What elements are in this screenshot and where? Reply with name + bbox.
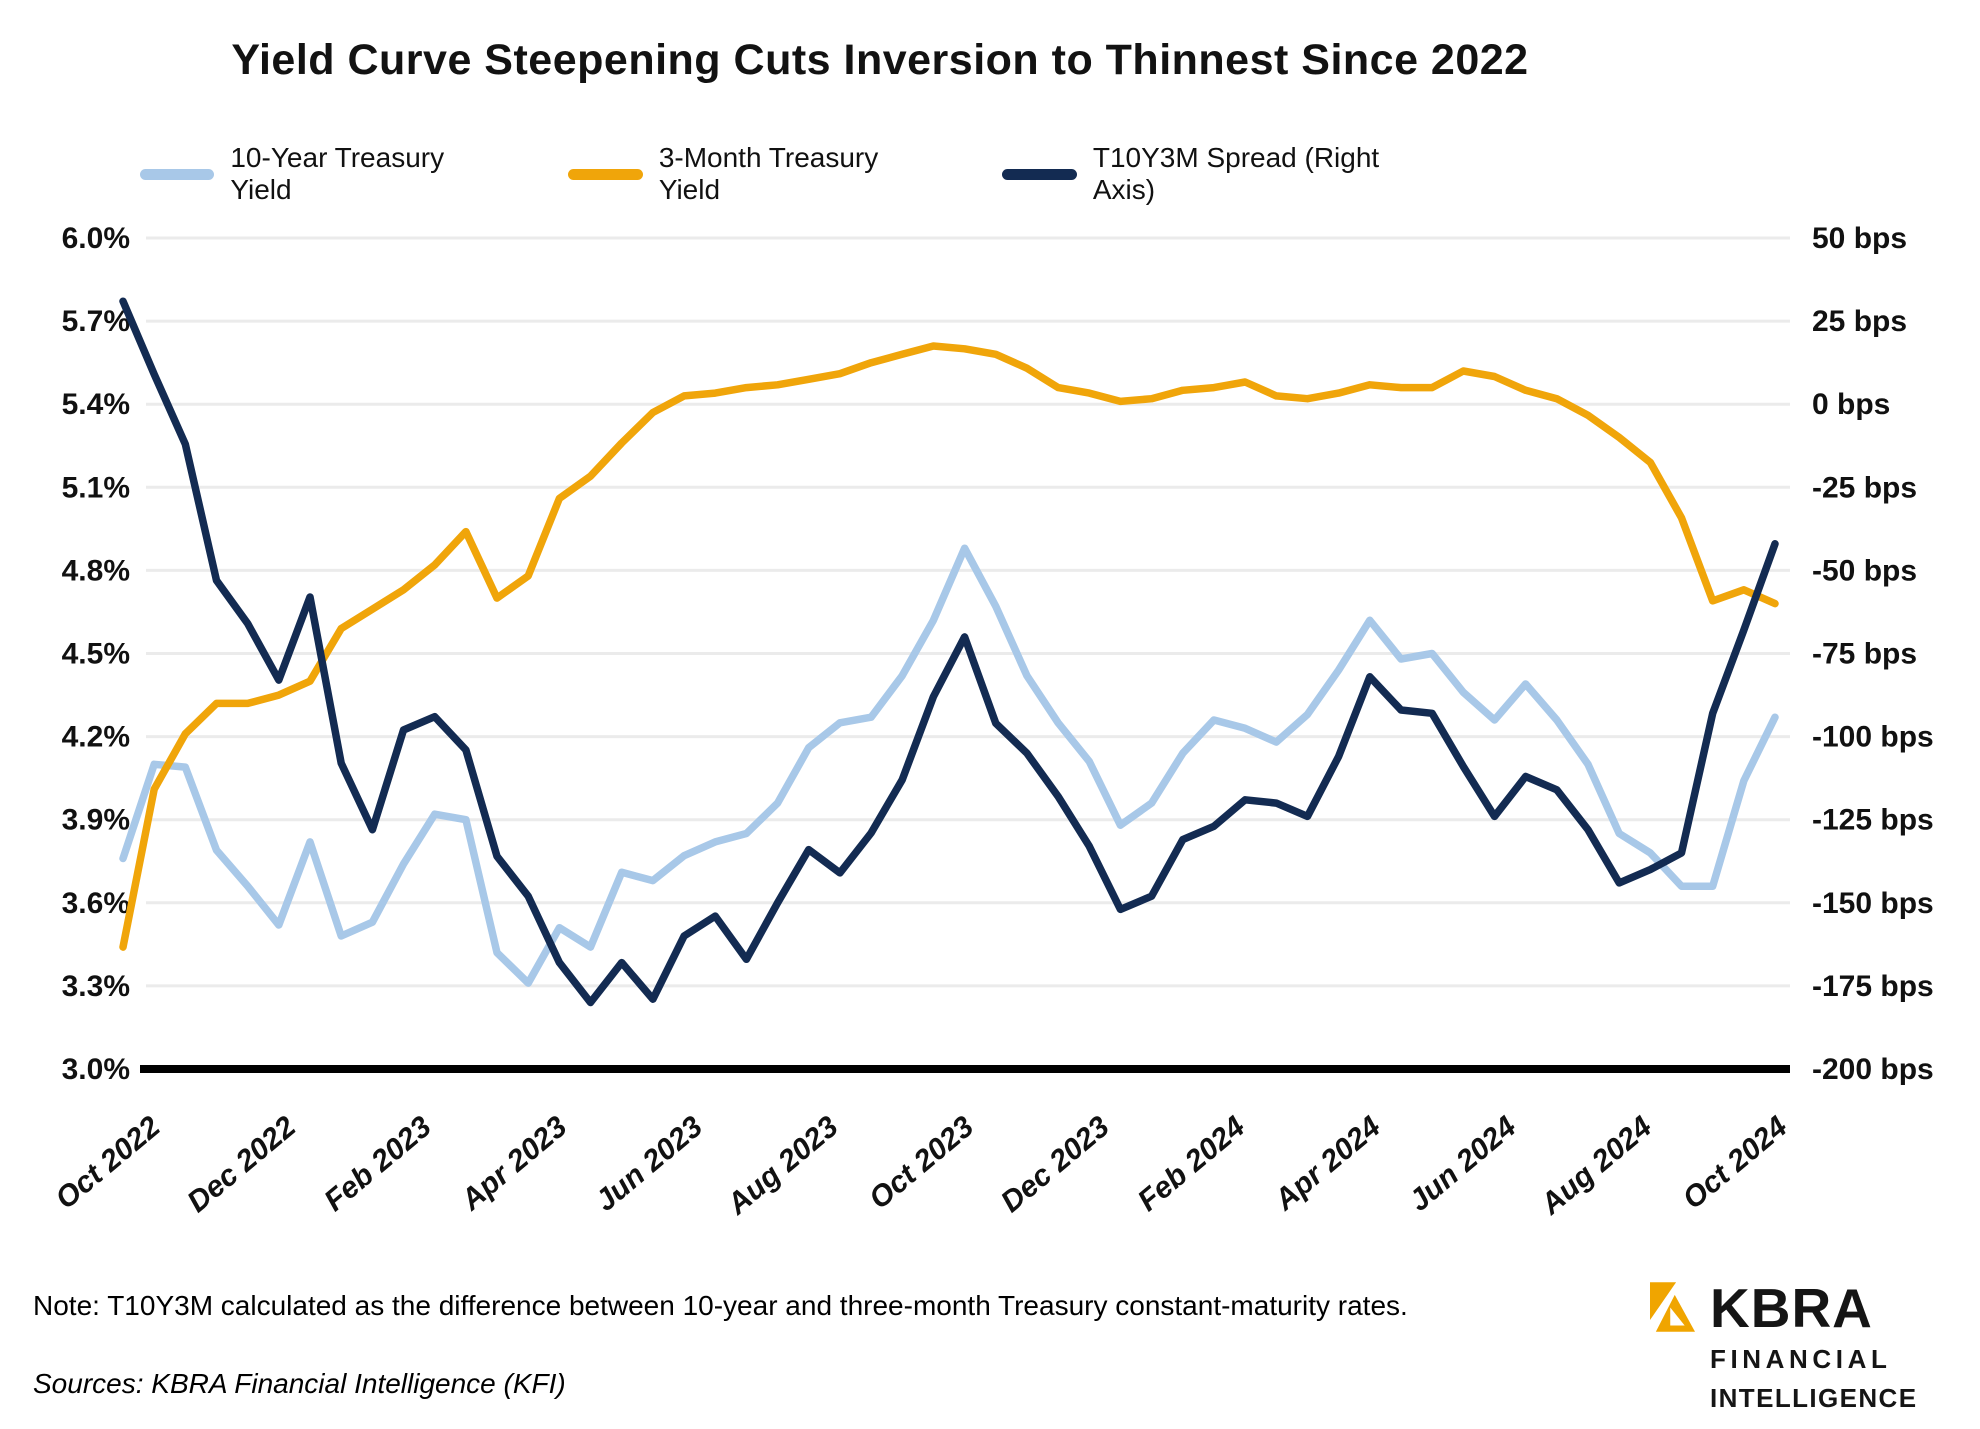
right-axis-tick-label: -175 bps (1812, 970, 1934, 1003)
left-axis-tick-label: 6.0% (62, 222, 130, 255)
right-axis-tick-label: 25 bps (1812, 305, 1907, 338)
legend-label-10y: 10-Year Treasury Yield (230, 142, 445, 205)
x-axis-tick-label: Apr 2023 (454, 1110, 573, 1218)
left-axis-tick-label: 3.0% (62, 1053, 130, 1086)
left-axis-tick-label: 4.5% (62, 638, 130, 671)
right-axis-tick-label: -100 bps (1812, 721, 1934, 754)
x-axis-tick-label: Oct 2022 (49, 1110, 166, 1216)
kbra-logo-intelligence: INTELLIGENCE (1710, 1383, 1918, 1413)
left-axis-tick-label: 3.9% (62, 804, 130, 837)
series-3-month-treasury-yield (119, 342, 1779, 951)
left-axis-tick-label: 3.3% (62, 970, 130, 1003)
x-axis-tick-label: Jun 2023 (589, 1110, 709, 1218)
footnote: Note: T10Y3M calculated as the differenc… (33, 1290, 1408, 1321)
right-axis-tick-label: -125 bps (1812, 804, 1934, 837)
right-axis-tick-label: 0 bps (1812, 388, 1890, 421)
legend-label-spread: T10Y3M Spread (Right Axis) (1092, 142, 1380, 205)
left-axis-tick-label: 4.2% (62, 721, 130, 754)
x-axis-tick-label: Aug 2024 (1534, 1110, 1658, 1222)
x-axis-tick-label: Aug 2023 (720, 1110, 844, 1222)
x-axis-tick-label: Oct 2024 (1677, 1110, 1794, 1216)
sources-line: Sources: KBRA Financial Intelligence (KF… (33, 1368, 566, 1399)
kbra-logo-mark-icon (1650, 1282, 1695, 1332)
kbra-logo: KBRA FINANCIAL INTELLIGENCE (1650, 1276, 1970, 1414)
legend-swatch-10y-icon (140, 168, 215, 180)
legend-item-10y: 10-Year Treasury Yield (140, 142, 506, 206)
x-axis-tick-label: Dec 2023 (995, 1110, 1116, 1219)
chart-title: Yield Curve Steepening Cuts Inversion to… (231, 36, 1529, 84)
right-axis-tick-label: 50 bps (1812, 222, 1907, 255)
series-10-year-treasury-yield (119, 544, 1779, 987)
x-axis-tick-label: Dec 2022 (181, 1110, 302, 1219)
left-axis-tick-label: 5.7% (62, 305, 130, 338)
legend-item-spread: T10Y3M Spread (Right Axis) (1002, 142, 1440, 206)
left-axis-tick-label: 3.6% (62, 887, 130, 920)
kbra-logo-name: KBRA (1710, 1276, 1873, 1339)
legend-swatch-spread-icon (1002, 168, 1077, 180)
x-axis-tick-label: Apr 2024 (1268, 1110, 1387, 1218)
left-axis-tick-label: 4.8% (62, 554, 130, 587)
plot-area: 6.0% 50 bps 5.7% 25 bps 5.4% 0 bps 5.1% -25 bps… (49, 222, 1934, 1222)
right-axis-tick-label: -25 bps (1812, 471, 1917, 504)
x-axis-tick-label: Feb 2023 (318, 1110, 438, 1218)
legend-label-3m: 3-Month Treasury Yield (658, 142, 879, 205)
left-axis-tick-label: 5.1% (62, 471, 130, 504)
right-axis-tick-label: -150 bps (1812, 887, 1934, 920)
legend-item-3m: 3-Month Treasury Yield (568, 142, 940, 206)
right-axis-tick-label: -200 bps (1812, 1053, 1934, 1086)
kbra-logo-financial: FINANCIAL (1710, 1344, 1892, 1374)
x-axis-tick-label: Jun 2024 (1403, 1110, 1523, 1218)
right-axis-tick-label: -75 bps (1812, 638, 1917, 671)
x-axis-tick-label: Oct 2023 (863, 1110, 980, 1216)
left-axis-tick-label: 5.4% (62, 388, 130, 421)
chart-legend: 10-Year Treasury Yield 3-Month Treasury … (140, 142, 1440, 206)
legend-swatch-3m-icon (568, 168, 643, 180)
x-axis-tick-label: Feb 2024 (1132, 1110, 1252, 1218)
right-axis-tick-label: -50 bps (1812, 554, 1917, 587)
series-t10y3m-spread-right-axis- (119, 297, 1779, 1007)
